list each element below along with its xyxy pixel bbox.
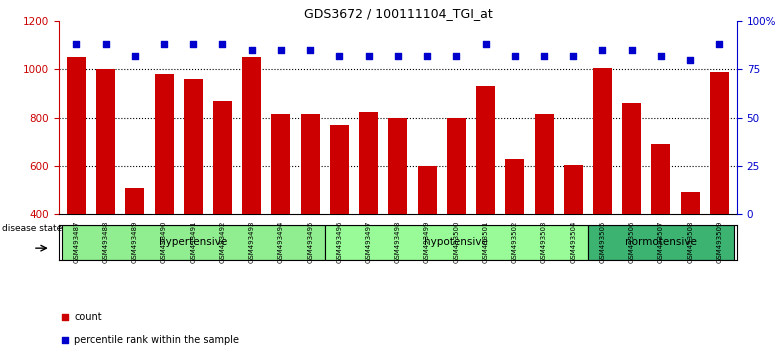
- Bar: [681, 193, 699, 214]
- Point: [450, 53, 463, 59]
- Bar: [125, 188, 144, 214]
- Bar: [710, 72, 729, 214]
- Bar: [96, 69, 115, 214]
- Point: [626, 47, 638, 53]
- Point: [302, 194, 314, 200]
- Text: hypotensive: hypotensive: [424, 238, 488, 247]
- Bar: [564, 165, 583, 214]
- Text: count: count: [74, 312, 102, 322]
- Bar: [330, 125, 349, 214]
- Bar: [652, 144, 670, 214]
- Point: [362, 53, 375, 59]
- Point: [304, 47, 317, 53]
- Bar: [213, 101, 232, 214]
- Bar: [183, 79, 203, 214]
- Bar: [242, 57, 261, 214]
- Bar: [593, 68, 612, 214]
- Bar: [301, 114, 320, 214]
- Bar: [325, 225, 588, 260]
- Bar: [62, 225, 325, 260]
- Bar: [388, 118, 408, 214]
- Point: [509, 53, 521, 59]
- Bar: [67, 57, 85, 214]
- Point: [216, 41, 229, 47]
- Bar: [588, 225, 734, 260]
- Point: [421, 53, 434, 59]
- Bar: [535, 114, 554, 214]
- Point: [100, 41, 112, 47]
- Text: normotensive: normotensive: [625, 238, 697, 247]
- Point: [538, 53, 550, 59]
- Point: [187, 41, 200, 47]
- Point: [274, 47, 287, 53]
- Text: percentile rank within the sample: percentile rank within the sample: [74, 335, 239, 345]
- Point: [655, 53, 667, 59]
- Bar: [154, 74, 173, 214]
- Point: [158, 41, 170, 47]
- Point: [713, 41, 726, 47]
- Point: [567, 53, 579, 59]
- Bar: [418, 166, 437, 214]
- Bar: [359, 112, 378, 214]
- Title: GDS3672 / 100111104_TGI_at: GDS3672 / 100111104_TGI_at: [303, 7, 492, 20]
- Point: [333, 53, 346, 59]
- Bar: [476, 86, 495, 214]
- Text: hypertensive: hypertensive: [159, 238, 227, 247]
- Point: [391, 53, 404, 59]
- Point: [245, 47, 258, 53]
- Point: [684, 57, 696, 63]
- Bar: [271, 114, 290, 214]
- Point: [596, 47, 608, 53]
- Point: [479, 41, 492, 47]
- Point: [70, 41, 82, 47]
- Point: [129, 53, 141, 59]
- Text: disease state: disease state: [2, 224, 63, 233]
- Bar: [447, 118, 466, 214]
- Bar: [506, 159, 524, 214]
- Bar: [622, 103, 641, 214]
